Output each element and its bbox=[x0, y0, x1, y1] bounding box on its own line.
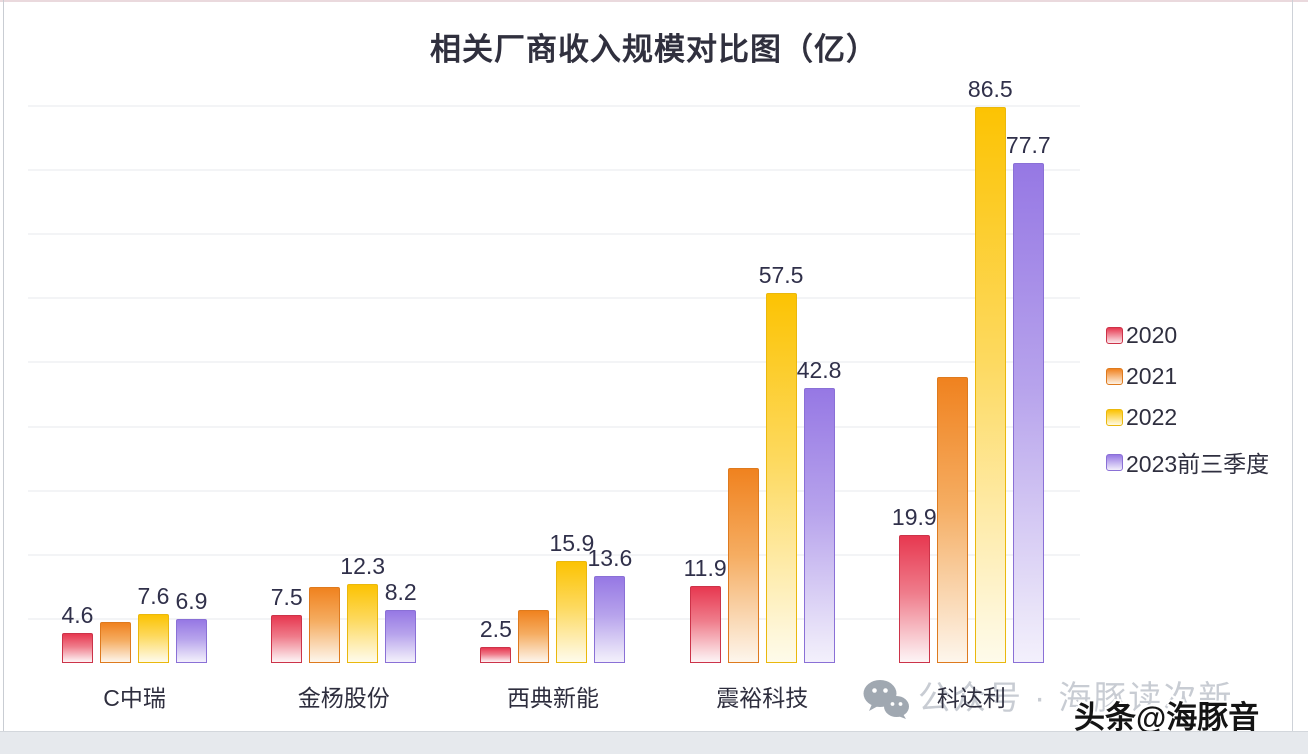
bar-series-1-cat-4 bbox=[936, 377, 968, 663]
bar-series-1-cat-0 bbox=[100, 622, 131, 663]
legend-label-2021: 2021 bbox=[1126, 363, 1178, 389]
wechat-account-watermark: 公众号 · 海豚读次新 bbox=[918, 679, 1234, 716]
bar-series-1-cat-2 bbox=[518, 610, 550, 663]
category-label: 金杨股份 bbox=[297, 685, 390, 711]
bar-series-3-cat-1 bbox=[385, 610, 417, 663]
chart-legend: 2020 2021 2022 2023前三季度 bbox=[1106, 322, 1269, 479]
page-bottom-band bbox=[0, 731, 1308, 754]
gridline bbox=[28, 297, 1080, 300]
value-label: 13.6 bbox=[587, 545, 633, 571]
bar-series-1-cat-3 bbox=[727, 468, 759, 663]
legend-item-2023: 2023前三季度 bbox=[1106, 445, 1269, 479]
legend-swatch-2022 bbox=[1106, 409, 1123, 426]
value-label: 2.5 bbox=[479, 616, 512, 642]
gridline bbox=[28, 233, 1080, 236]
bar-series-1-cat-1 bbox=[309, 587, 341, 663]
bar-series-3-cat-4 bbox=[1012, 163, 1044, 663]
category-label: 科达利 bbox=[936, 685, 1006, 711]
wechat-icon bbox=[862, 678, 910, 720]
bar-series-0-cat-0 bbox=[62, 633, 93, 663]
legend-swatch-2023 bbox=[1106, 453, 1123, 471]
toutiao-watermark: 头条@海豚音 bbox=[1074, 700, 1260, 735]
gridline bbox=[28, 169, 1080, 172]
bar-series-2-cat-0 bbox=[138, 614, 169, 663]
legend-swatch-2021 bbox=[1106, 368, 1123, 385]
bar-series-2-cat-2 bbox=[556, 561, 588, 663]
value-label: 7.5 bbox=[270, 584, 303, 610]
bar-series-2-cat-3 bbox=[765, 293, 797, 663]
bar-series-3-cat-2 bbox=[594, 576, 626, 663]
page-right-border bbox=[1292, 0, 1293, 731]
value-label: 57.5 bbox=[758, 262, 804, 288]
value-label: 4.6 bbox=[61, 602, 94, 628]
value-label: 11.9 bbox=[683, 555, 727, 581]
legend-swatch-2020 bbox=[1106, 327, 1123, 344]
gridline bbox=[28, 105, 1080, 107]
category-label: 西典新能 bbox=[506, 685, 599, 711]
value-label: 15.9 bbox=[549, 530, 595, 556]
bar-series-3-cat-3 bbox=[803, 388, 835, 663]
value-label: 6.9 bbox=[175, 588, 208, 614]
bar-series-0-cat-2 bbox=[480, 647, 512, 663]
legend-item-2022: 2022 bbox=[1106, 404, 1269, 431]
page-left-border bbox=[3, 0, 4, 731]
chart-title: 相关厂商收入规模对比图（亿） bbox=[430, 32, 878, 67]
value-label: 77.7 bbox=[1005, 132, 1051, 158]
legend-label-2022: 2022 bbox=[1126, 404, 1178, 430]
value-label: 12.3 bbox=[340, 553, 386, 579]
bar-series-0-cat-1 bbox=[271, 615, 303, 663]
category-label: 震裕科技 bbox=[716, 685, 809, 711]
bar-series-2-cat-4 bbox=[974, 107, 1006, 663]
value-label: 7.6 bbox=[137, 583, 170, 609]
page-top-border bbox=[0, 0, 1308, 2]
legend-label-2020: 2020 bbox=[1126, 322, 1178, 348]
gridline bbox=[28, 617, 1080, 620]
value-label: 8.2 bbox=[384, 579, 417, 605]
bar-series-0-cat-3 bbox=[689, 586, 721, 663]
value-label: 86.5 bbox=[967, 76, 1013, 102]
gridline bbox=[28, 489, 1080, 492]
gridline bbox=[28, 425, 1080, 428]
legend-label-2023: 2023前三季度 bbox=[1126, 451, 1270, 477]
bar-series-2-cat-1 bbox=[347, 584, 379, 663]
bar-series-3-cat-0 bbox=[176, 619, 207, 663]
bar-series-0-cat-4 bbox=[898, 535, 930, 663]
gridline bbox=[28, 553, 1080, 556]
value-label: 19.9 bbox=[891, 504, 937, 530]
legend-item-2021: 2021 bbox=[1106, 363, 1269, 390]
category-label: C中瑞 bbox=[103, 685, 166, 711]
value-label: 42.8 bbox=[796, 357, 842, 383]
gridline bbox=[28, 361, 1080, 364]
legend-item-2020: 2020 bbox=[1106, 322, 1269, 349]
